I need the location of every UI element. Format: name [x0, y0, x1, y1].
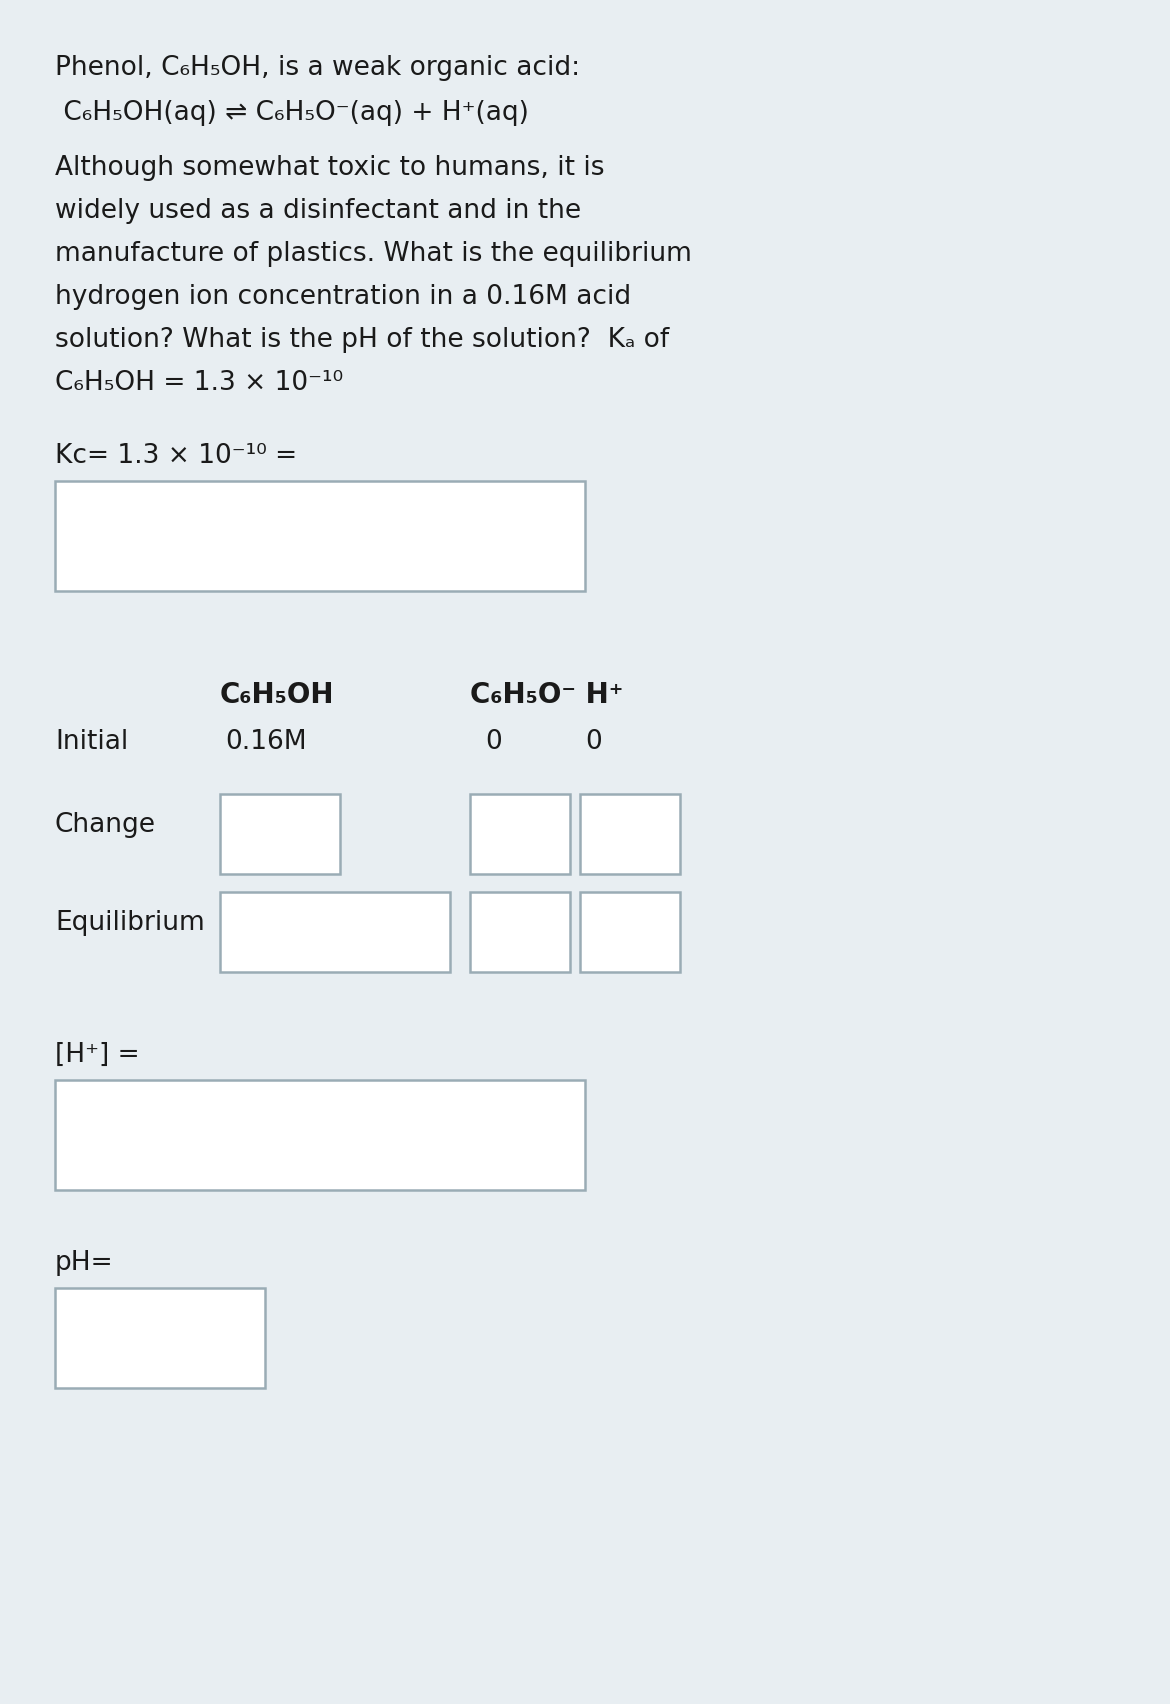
Text: widely used as a disinfectant and in the: widely used as a disinfectant and in the [55, 198, 581, 223]
Bar [55, 481, 585, 591]
Text: Equilibrium: Equilibrium [55, 910, 205, 935]
Bar [220, 794, 340, 874]
Text: Kc= 1.3 × 10⁻¹⁰ =: Kc= 1.3 × 10⁻¹⁰ = [55, 443, 297, 469]
Text: C₆H₅O⁻ H⁺: C₆H₅O⁻ H⁺ [470, 682, 624, 709]
Text: Although somewhat toxic to humans, it is: Although somewhat toxic to humans, it is [55, 155, 605, 181]
Text: [H⁺] =: [H⁺] = [55, 1043, 139, 1068]
Text: C₆H₅OH = 1.3 × 10⁻¹⁰: C₆H₅OH = 1.3 × 10⁻¹⁰ [55, 370, 343, 395]
Bar [580, 794, 680, 874]
Text: 0.16M: 0.16M [225, 729, 307, 755]
Bar [470, 891, 570, 971]
Text: Initial: Initial [55, 729, 129, 755]
Bar [55, 1288, 264, 1389]
Text: pH=: pH= [55, 1251, 113, 1276]
Bar [470, 794, 570, 874]
Text: Change: Change [55, 813, 156, 838]
Text: Phenol, C₆H₅OH, is a weak organic acid:: Phenol, C₆H₅OH, is a weak organic acid: [55, 55, 580, 82]
Bar [55, 1080, 585, 1189]
Text: solution? What is the pH of the solution?  Kₐ of: solution? What is the pH of the solution… [55, 327, 669, 353]
Text: hydrogen ion concentration in a 0.16M acid: hydrogen ion concentration in a 0.16M ac… [55, 285, 631, 310]
Text: C₆H₅OH: C₆H₅OH [220, 682, 335, 709]
Text: C₆H₅OH(aq) ⇌ C₆H₅O⁻(aq) + H⁺(aq): C₆H₅OH(aq) ⇌ C₆H₅O⁻(aq) + H⁺(aq) [55, 101, 529, 126]
Text: 0: 0 [585, 729, 601, 755]
Text: manufacture of plastics. What is the equilibrium: manufacture of plastics. What is the equ… [55, 240, 691, 268]
Text: 0: 0 [486, 729, 502, 755]
Bar [220, 891, 450, 971]
Bar [580, 891, 680, 971]
